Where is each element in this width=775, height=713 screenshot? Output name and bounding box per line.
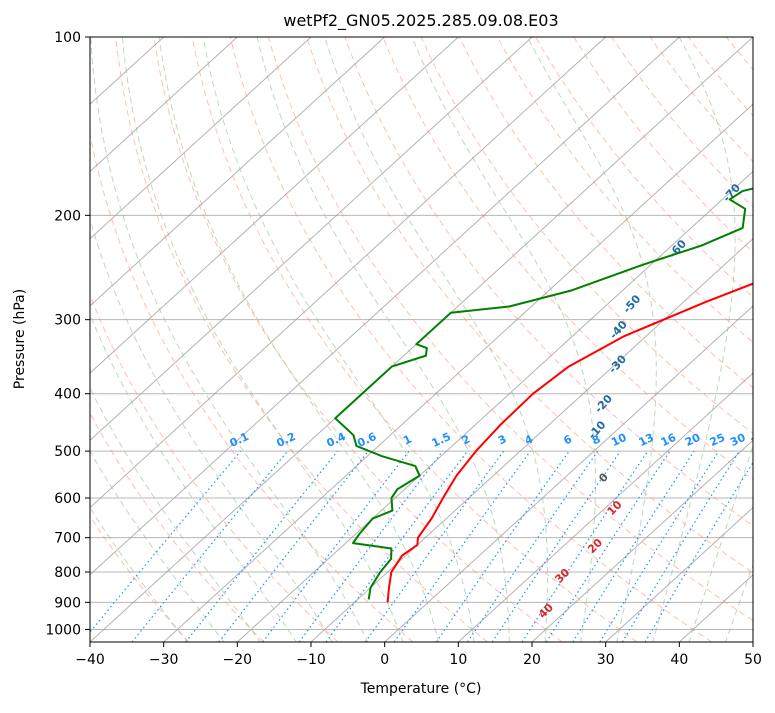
x-tick-label: −30 [149,652,179,668]
y-tick-label: 900 [54,595,81,611]
y-tick-label: 500 [54,444,81,460]
y-tick-label: 400 [54,387,81,403]
x-tick-label: 10 [449,652,467,668]
y-tick-label: 700 [54,531,81,547]
chart-title: wetPf2_GN05.2025.285.09.08.E03 [283,11,558,31]
y-axis-label: Pressure (hPa) [12,289,28,389]
x-tick-label: −20 [223,652,253,668]
y-tick-label: 1000 [45,622,81,638]
x-tick-label: −40 [75,652,105,668]
y-tick-label: 300 [54,313,81,329]
x-tick-label: 40 [670,652,688,668]
y-tick-label: 600 [54,491,81,507]
x-axis-label: Temperature (°C) [360,681,482,697]
y-tick-label: 200 [54,208,81,224]
x-tick-label: 50 [744,652,762,668]
x-tick-label: 20 [523,652,541,668]
x-tick-label: 0 [380,652,389,668]
x-tick-label: 30 [597,652,615,668]
y-tick-label: 800 [54,565,81,581]
x-tick-label: −10 [296,652,326,668]
y-tick-label: 100 [54,30,81,46]
